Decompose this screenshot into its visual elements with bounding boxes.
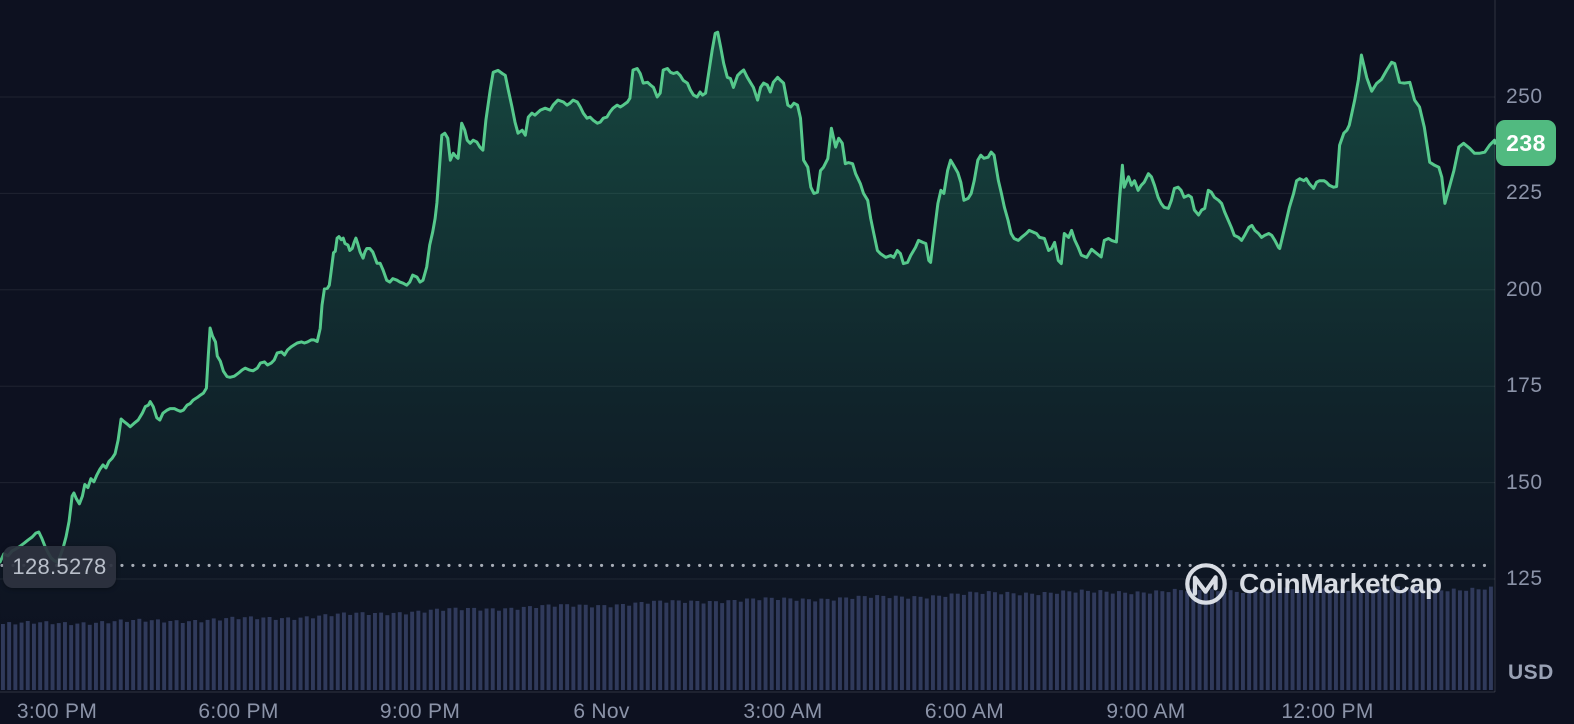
price-line xyxy=(0,30,1497,564)
volume-bars xyxy=(1,586,1493,690)
x-tick-label: 6 Nov xyxy=(573,700,630,723)
y-tick-label: 225 xyxy=(1506,181,1543,205)
y-tick-label: 200 xyxy=(1506,277,1543,301)
x-tick-label: 3:00 PM xyxy=(16,700,98,723)
y-tick-label: 175 xyxy=(1506,374,1543,398)
x-tick-label: 12:00 PM xyxy=(1281,700,1374,723)
watermark-text: CoinMarketCap xyxy=(1239,568,1442,599)
current-price-value: 238 xyxy=(1506,130,1546,157)
currency-unit-label: USD xyxy=(1508,661,1554,684)
price-area-fill xyxy=(0,32,1496,692)
x-tick-label: 9:00 AM xyxy=(1106,700,1186,723)
x-tick-label: 9:00 PM xyxy=(379,700,461,723)
x-tick-label: 6:00 AM xyxy=(924,700,1005,723)
y-tick-label: 125 xyxy=(1506,567,1543,590)
x-tick-label: 3:00 AM xyxy=(743,700,823,723)
x-tick-label: 6:00 PM xyxy=(198,700,279,723)
open-price-label: 128.5278 xyxy=(3,546,116,589)
coinmarketcap-watermark: CoinMarketCap xyxy=(1183,561,1442,607)
open-price-value: 128.5278 xyxy=(12,554,107,580)
y-tick-label: 150 xyxy=(1506,470,1543,494)
coinmarketcap-logo-icon xyxy=(1185,563,1227,605)
y-tick-label: 250 xyxy=(1506,85,1543,108)
current-price-badge: 238 xyxy=(1496,120,1556,167)
